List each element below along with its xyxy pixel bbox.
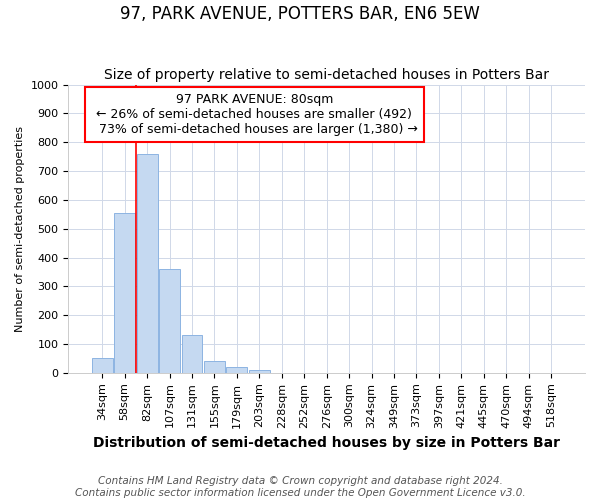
Bar (92, 358, 113, 373)
Bar (204, 362, 225, 373)
Bar (114, 213, 135, 373)
Title: Size of property relative to semi-detached houses in Potters Bar: Size of property relative to semi-detach… (104, 68, 549, 82)
Text: 97, PARK AVENUE, POTTERS BAR, EN6 5EW: 97, PARK AVENUE, POTTERS BAR, EN6 5EW (120, 5, 480, 23)
Bar (182, 336, 202, 373)
Bar (137, 154, 158, 373)
Text: Contains HM Land Registry data © Crown copyright and database right 2024.
Contai: Contains HM Land Registry data © Crown c… (74, 476, 526, 498)
Y-axis label: Number of semi-detached properties: Number of semi-detached properties (15, 126, 25, 332)
X-axis label: Distribution of semi-detached houses by size in Potters Bar: Distribution of semi-detached houses by … (93, 436, 560, 450)
Bar (249, 370, 270, 373)
Bar (159, 269, 180, 373)
Bar (226, 367, 247, 373)
Text: 97 PARK AVENUE: 80sqm  
← 26% of semi-detached houses are smaller (492)
  73% of: 97 PARK AVENUE: 80sqm ← 26% of semi-deta… (91, 93, 418, 136)
